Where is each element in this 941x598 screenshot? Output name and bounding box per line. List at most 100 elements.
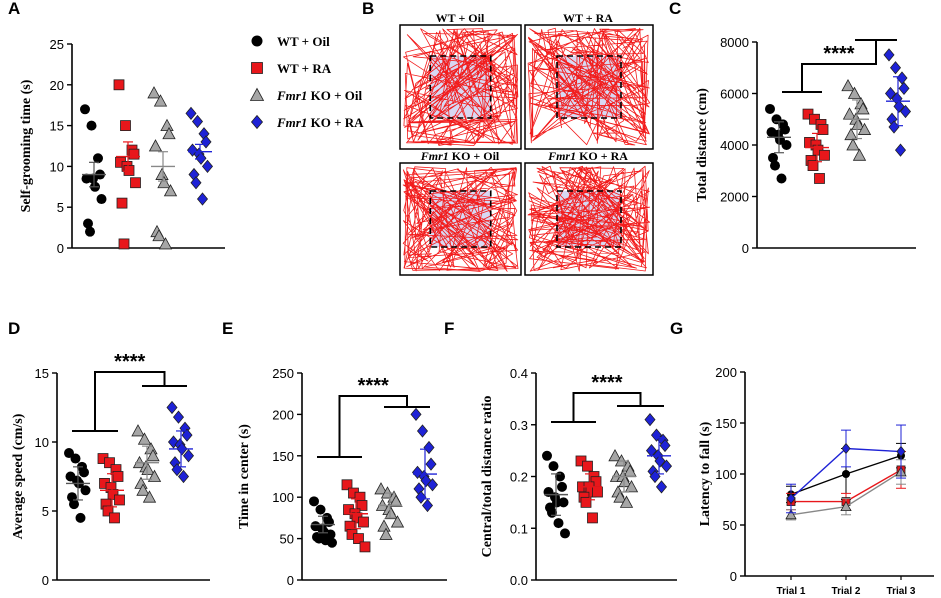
y-tick-label-E: 100 bbox=[272, 490, 294, 505]
y-tick-label-E: 200 bbox=[272, 407, 294, 422]
data-point-E-ko_oil bbox=[384, 506, 398, 520]
panel-label-c: C bbox=[669, 0, 681, 18]
data-point-E-ko_oil bbox=[377, 519, 391, 532]
sig-bracket-C bbox=[801, 40, 877, 92]
data-point-C-wt_ra bbox=[814, 173, 825, 184]
data-point-E-ko_ra bbox=[416, 424, 429, 438]
data-point-D-ko_oil bbox=[136, 483, 150, 496]
data-point-C-ko_oil bbox=[841, 78, 855, 92]
data-point-F-wt_oil bbox=[560, 528, 570, 539]
y-tick-label-D: 10 bbox=[35, 435, 49, 450]
data-point-E-wt_oil bbox=[309, 496, 319, 507]
locomotion-track bbox=[403, 28, 519, 147]
data-point-D-wt_ra bbox=[114, 494, 125, 506]
data-point-A-ko_oil bbox=[152, 228, 166, 242]
locomotion-track bbox=[527, 27, 651, 146]
legend-label-wt_oil: WT + Oil bbox=[277, 34, 330, 49]
data-point-D-wt_oil bbox=[75, 512, 86, 523]
y-tick-label-E: 50 bbox=[280, 532, 294, 547]
data-point-F-wt_oil bbox=[558, 497, 569, 508]
y-tick-label-D: 5 bbox=[42, 504, 49, 519]
data-point-D-ko_oil bbox=[131, 424, 145, 437]
data-point-C-ko_ra bbox=[894, 143, 907, 157]
legend-label-wt_ra: WT + RA bbox=[277, 61, 332, 76]
data-point-A-ko_ra bbox=[196, 192, 209, 206]
center-zone-outline bbox=[556, 190, 622, 248]
data-point-F-ko_ra bbox=[645, 444, 658, 458]
legend-label-ko_ra: Fmr1 KO + RA bbox=[276, 115, 364, 130]
data-point-C-ko_oil bbox=[857, 122, 872, 135]
legend-marker-ko_oil bbox=[249, 87, 265, 101]
y-tick-label-A: 25 bbox=[50, 37, 64, 52]
data-point-D-wt_ra bbox=[112, 471, 124, 482]
data-point-C-ko_ra bbox=[896, 71, 908, 85]
y-axis-label-E: Time in center (s) bbox=[237, 424, 252, 529]
arena-title: Fmr1 KO + RA bbox=[547, 149, 628, 163]
data-point-D-ko_oil bbox=[146, 448, 160, 462]
y-tick-label-C: 4000 bbox=[720, 138, 749, 153]
y-axis-label-A: Self-grooming time (s) bbox=[19, 79, 34, 212]
data-point-E-wt_ra bbox=[358, 516, 369, 528]
data-point-A-ko_oil bbox=[155, 167, 169, 180]
y-tick-label-A: 0 bbox=[57, 241, 64, 256]
y-tick-label-A: 15 bbox=[50, 119, 64, 134]
data-point-C-ko_ra bbox=[898, 81, 910, 95]
data-point-D-ko_oil bbox=[137, 432, 152, 445]
y-tick-label-D: 15 bbox=[35, 366, 49, 381]
data-point-C-wt_oil bbox=[776, 173, 787, 184]
data-point-C-ko_ra bbox=[888, 120, 900, 134]
data-point-E-wt_ra bbox=[341, 479, 353, 491]
data-point-C-wt_oil bbox=[765, 103, 775, 114]
y-tick-label-F: 0.3 bbox=[510, 418, 528, 433]
data-point-D-wt_ra bbox=[102, 505, 114, 517]
sig-bracket-E bbox=[338, 395, 408, 457]
data-point-D-ko_ra bbox=[166, 400, 178, 415]
data-point-E-wt_oil bbox=[327, 537, 337, 548]
data-point-A-wt_ra bbox=[123, 165, 135, 176]
data-point-C-ko_ra bbox=[884, 86, 897, 101]
data-point-A-wt_oil bbox=[80, 104, 90, 115]
data-point-A-ko_oil bbox=[160, 118, 174, 132]
data-point-A-ko_ra bbox=[201, 159, 214, 174]
significance-label-F: **** bbox=[591, 372, 622, 394]
data-point-F-wt_ra bbox=[592, 486, 603, 498]
significance-label-C: **** bbox=[823, 43, 854, 65]
data-point-F-ko_oil bbox=[618, 474, 632, 488]
data-point-A-ko_oil bbox=[158, 237, 173, 250]
y-tick-label-C: 0 bbox=[742, 241, 749, 256]
data-point-A-ko_ra bbox=[190, 176, 202, 190]
data-point-F-wt_oil bbox=[548, 461, 559, 472]
data-point-F-ko_ra bbox=[659, 438, 671, 453]
y-axis-label-G: Latency to fall (s) bbox=[698, 421, 713, 526]
center-zone-outline bbox=[429, 190, 492, 248]
data-point-D-wt_ra bbox=[107, 489, 119, 500]
center-zone-outline bbox=[556, 55, 622, 119]
y-tick-label-C: 6000 bbox=[720, 87, 749, 102]
data-point-F-wt_ra bbox=[580, 496, 592, 508]
data-point-A-ko_oil bbox=[162, 126, 176, 140]
y-tick-label-F: 0.0 bbox=[510, 573, 528, 588]
data-point-A-ko_oil bbox=[153, 94, 168, 107]
data-point-C-ko_oil bbox=[852, 148, 867, 161]
data-point-C-wt_oil bbox=[770, 160, 780, 171]
data-point-D-ko_ra bbox=[172, 410, 185, 424]
locomotion-track bbox=[527, 165, 651, 272]
arena-title: WT + RA bbox=[563, 11, 613, 25]
sig-bracket-D bbox=[94, 371, 166, 431]
data-point-E-ko_ra bbox=[410, 407, 422, 422]
data-point-F-wt_ra bbox=[587, 512, 598, 524]
data-point-G-ko_oil bbox=[840, 500, 852, 512]
x-tick-label-G: Trial 2 bbox=[832, 586, 861, 597]
x-tick-label-G: Trial 1 bbox=[777, 586, 806, 597]
data-point-D-ko_ra bbox=[177, 469, 190, 484]
legend-marker-wt_ra bbox=[251, 62, 263, 74]
data-point-A-wt_ra bbox=[128, 148, 140, 160]
y-axis-label-C: Total distance (cm) bbox=[695, 88, 710, 202]
y-tick-label-A: 10 bbox=[50, 159, 64, 174]
data-point-C-ko_ra bbox=[883, 48, 895, 62]
data-point-A-wt_ra bbox=[130, 177, 141, 189]
data-point-A-wt_oil bbox=[88, 173, 98, 184]
locomotion-track bbox=[402, 166, 519, 272]
y-tick-label-A: 20 bbox=[50, 78, 64, 93]
data-point-A-wt_ra bbox=[118, 238, 130, 250]
